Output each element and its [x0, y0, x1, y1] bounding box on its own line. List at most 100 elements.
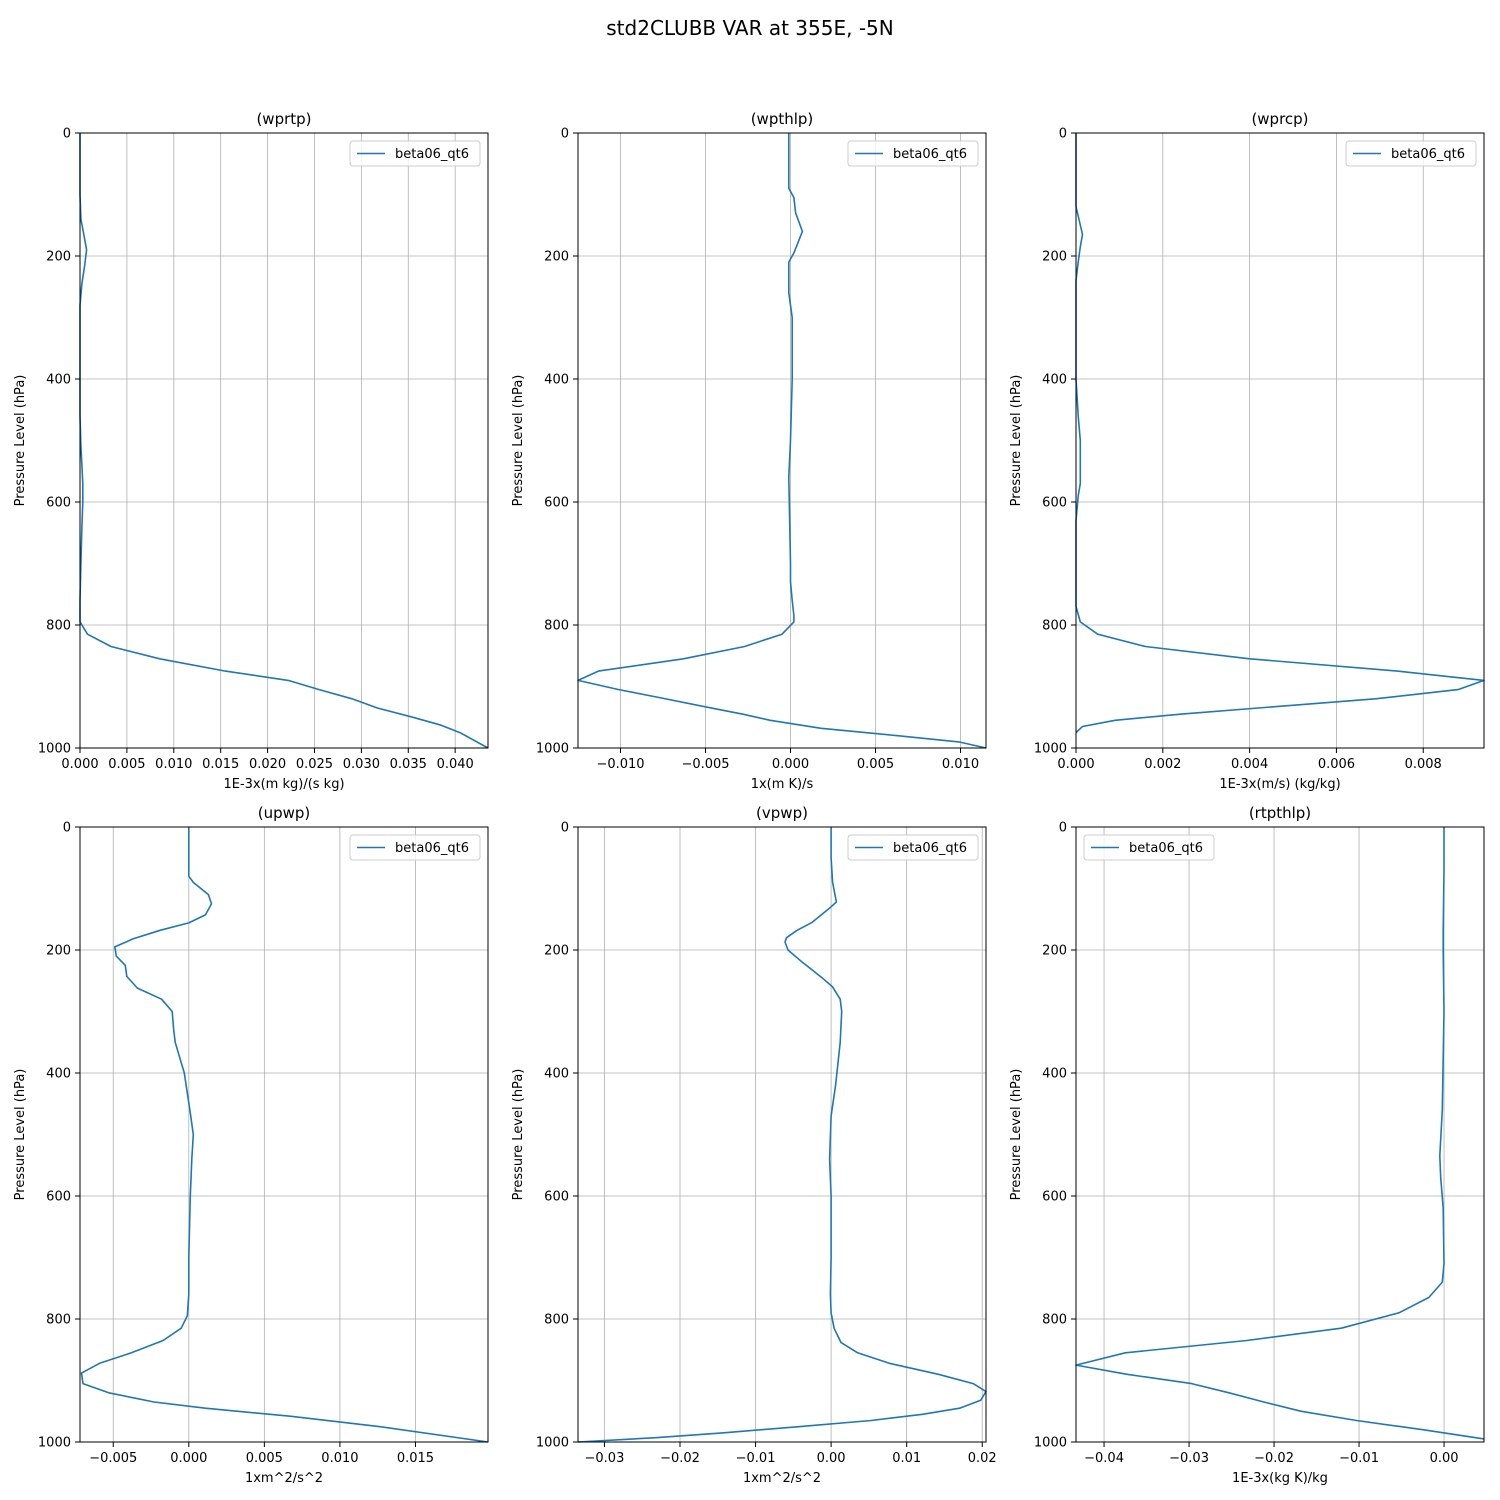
y-tick-label: 0	[63, 127, 71, 142]
x-axis-label: 1xm^2/s^2	[245, 1471, 323, 1486]
legend-box	[847, 834, 979, 861]
y-tick-label: 800	[544, 619, 569, 634]
x-tick-label: −0.02	[1254, 1451, 1294, 1466]
subplot-title: (rtpthlp)	[1249, 804, 1311, 822]
y-tick-label: 800	[46, 619, 71, 634]
y-tick-label: 600	[1042, 1190, 1067, 1205]
x-tick-label: 0.002	[1144, 757, 1181, 772]
legend: beta06_qt6	[1345, 140, 1477, 167]
legend-box	[1083, 834, 1215, 861]
x-tick-label: 0.010	[942, 757, 979, 772]
x-tick-label: −0.02	[660, 1451, 700, 1466]
subplot-title: (wprcp)	[1251, 110, 1308, 128]
x-tick-label: 0.01	[892, 1451, 921, 1466]
x-tick-label: 0.005	[246, 1451, 283, 1466]
y-axis-label: Pressure Level (hPa)	[511, 1069, 526, 1201]
y-tick-label: 200	[46, 944, 71, 959]
axes-frame	[1075, 826, 1485, 1443]
y-tick-label: 0	[1059, 127, 1067, 142]
x-tick-label: 0.006	[1318, 757, 1355, 772]
subplot-rtpthlp: −0.04 −0.03 −0.02 −0.01 0.00 0 200 400 600 800 100…	[1009, 804, 1485, 1486]
y-tick-label: 1000	[1034, 742, 1067, 757]
subplot-wpthlp: −0.010 −0.005 0.000 0.005 0.010 0 200 400 600 800…	[511, 110, 987, 792]
series-line-beta06_qt6	[577, 133, 987, 749]
y-tick-label: 400	[46, 1067, 71, 1082]
y-tick-label: 200	[544, 250, 569, 265]
y-tick-label: 400	[46, 373, 71, 388]
subplot-vpwp: −0.03 −0.02 −0.01 0.00 0.01 0.02 0 200 400 600 800…	[511, 804, 997, 1486]
y-tick-label: 800	[1042, 1313, 1067, 1328]
x-tick-label: 0.015	[202, 757, 239, 772]
x-tick-label: −0.01	[736, 1451, 776, 1466]
y-axis-label: Pressure Level (hPa)	[1009, 1069, 1024, 1201]
x-tick-label: 0.000	[772, 757, 809, 772]
subplot-upwp: −0.005 0.000 0.005 0.010 0.015 0 200 400 600 800 1…	[13, 804, 489, 1486]
legend-label: beta06_qt6	[893, 841, 967, 856]
x-tick-label: 0.030	[343, 757, 380, 772]
y-tick-label: 800	[544, 1313, 569, 1328]
y-tick-label: 600	[46, 496, 71, 511]
axes-frame	[1075, 132, 1485, 749]
x-tick-label: −0.005	[681, 757, 729, 772]
y-tick-label: 200	[1042, 250, 1067, 265]
y-tick-label: 600	[544, 496, 569, 511]
subplot-wprtp: 0.000 0.005 0.010 0.015 0.020 0.025 0.030 0.035…	[13, 110, 489, 792]
y-tick-label: 0	[561, 127, 569, 142]
legend: beta06_qt6	[847, 834, 979, 861]
y-tick-label: 200	[1042, 944, 1067, 959]
axes-frame	[79, 132, 489, 749]
series-line-beta06_qt6	[80, 827, 489, 1443]
x-tick-label: 0.015	[397, 1451, 434, 1466]
x-tick-label: −0.03	[585, 1451, 625, 1466]
x-tick-label: 0.040	[437, 757, 474, 772]
subplot-title: (wprtp)	[256, 110, 311, 128]
y-tick-label: 400	[1042, 373, 1067, 388]
x-tick-label: 0.00	[817, 1451, 846, 1466]
legend: beta06_qt6	[1083, 834, 1215, 861]
y-tick-label: 400	[544, 373, 569, 388]
y-tick-label: 800	[1042, 619, 1067, 634]
y-tick-label: 400	[544, 1067, 569, 1082]
x-axis-label: 1E-3x(kg K)/kg	[1232, 1471, 1328, 1486]
x-tick-label: −0.01	[1339, 1451, 1379, 1466]
y-tick-label: 1000	[1034, 1436, 1067, 1451]
y-tick-label: 600	[1042, 496, 1067, 511]
y-axis-label: Pressure Level (hPa)	[13, 375, 28, 507]
series-line-beta06_qt6	[577, 827, 987, 1443]
y-tick-label: 0	[1059, 821, 1067, 836]
x-tick-label: −0.03	[1169, 1451, 1209, 1466]
legend: beta06_qt6	[349, 834, 481, 861]
axes-frame	[79, 826, 489, 1443]
y-tick-label: 0	[63, 821, 71, 836]
x-tick-label: 0.035	[390, 757, 427, 772]
y-tick-label: 1000	[38, 1436, 71, 1451]
legend-box	[349, 834, 481, 861]
x-tick-label: 0.000	[170, 1451, 207, 1466]
subplot-title: (upwp)	[258, 804, 311, 822]
x-tick-label: 0.005	[857, 757, 894, 772]
legend-box	[847, 140, 979, 167]
y-tick-label: 1000	[536, 742, 569, 757]
x-axis-label: 1E-3x(m kg)/(s kg)	[223, 777, 344, 792]
x-tick-label: 0.005	[108, 757, 145, 772]
legend-label: beta06_qt6	[1129, 841, 1203, 856]
x-tick-label: 0.010	[321, 1451, 358, 1466]
x-axis-label: 1xm^2/s^2	[743, 1471, 821, 1486]
axes-frame	[577, 132, 987, 749]
y-tick-label: 0	[561, 821, 569, 836]
x-tick-label: −0.010	[596, 757, 644, 772]
subplot-title: (wpthlp)	[751, 110, 814, 128]
series-line-beta06_qt6	[1075, 827, 1485, 1440]
legend-label: beta06_qt6	[1391, 147, 1465, 162]
y-axis-label: Pressure Level (hPa)	[511, 375, 526, 507]
y-tick-label: 600	[544, 1190, 569, 1205]
legend: beta06_qt6	[847, 140, 979, 167]
x-tick-label: −0.04	[1084, 1451, 1124, 1466]
subplot-title: (vpwp)	[756, 804, 808, 822]
subplot-wprcp: 0.000 0.002 0.004 0.006 0.008 0 200 400 600 800 10…	[1009, 110, 1485, 792]
y-tick-label: 200	[544, 944, 569, 959]
legend-label: beta06_qt6	[395, 841, 469, 856]
legend-label: beta06_qt6	[893, 147, 967, 162]
